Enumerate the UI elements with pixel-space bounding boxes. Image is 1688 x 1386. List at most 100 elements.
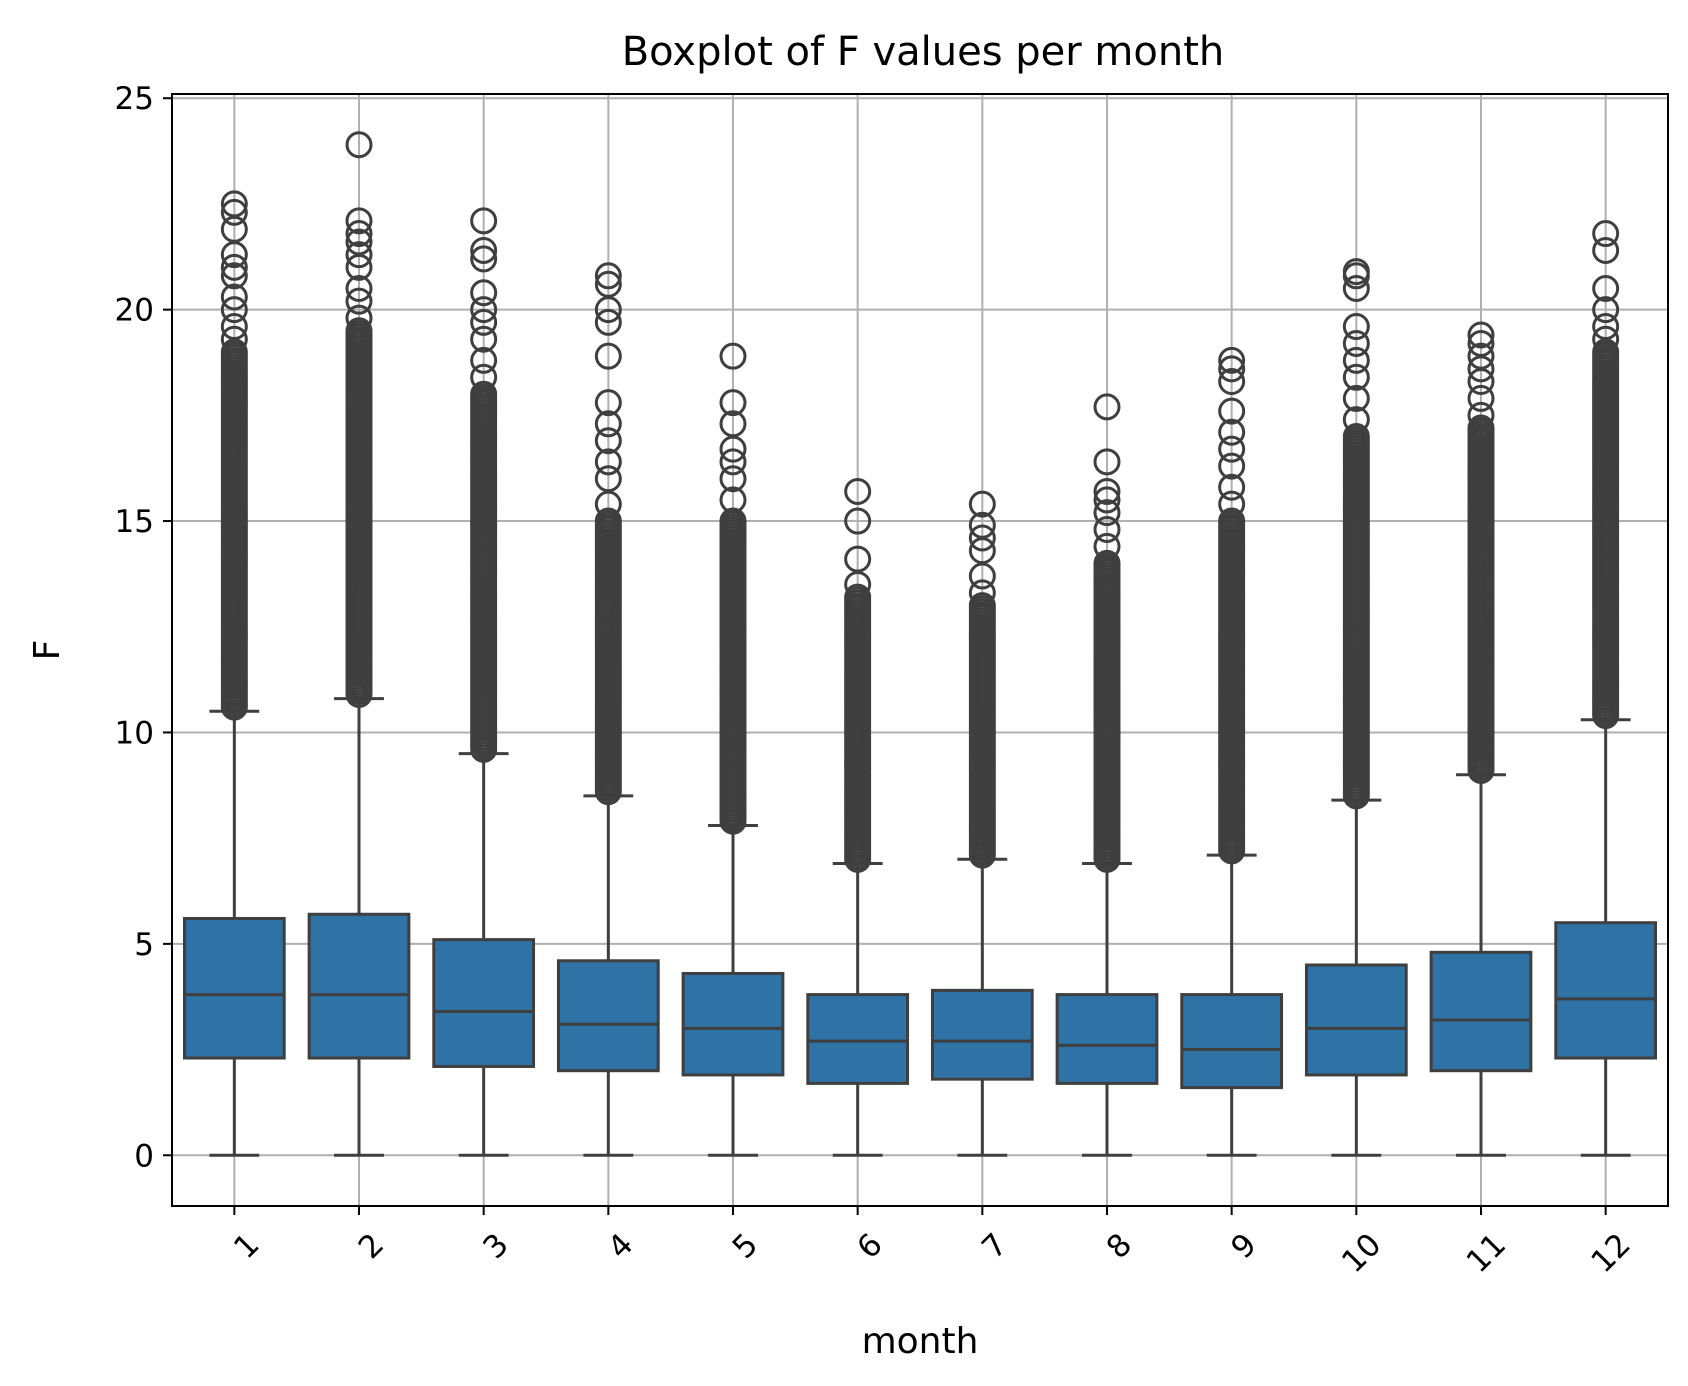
flier-point bbox=[1093, 393, 1121, 421]
flier-point bbox=[220, 296, 248, 324]
flier-point bbox=[1467, 329, 1495, 357]
chart-title: Boxplot of F values per month bbox=[622, 29, 1225, 75]
flier-point bbox=[719, 465, 747, 493]
box-group-month-10 bbox=[1304, 258, 1408, 1157]
flier-point bbox=[1218, 507, 1246, 535]
x-tick-label: 3 bbox=[476, 1227, 515, 1266]
box bbox=[1554, 921, 1658, 1060]
y-tick-label: 25 bbox=[115, 81, 154, 117]
flier-point bbox=[345, 131, 373, 159]
flier-point bbox=[844, 507, 872, 535]
flier-point bbox=[1467, 321, 1495, 349]
flier-point bbox=[1467, 401, 1495, 429]
flier-point bbox=[470, 296, 498, 324]
box bbox=[1304, 963, 1408, 1077]
box-group-month-2 bbox=[307, 131, 411, 1157]
flier-point bbox=[220, 325, 248, 353]
flier-point bbox=[594, 308, 622, 336]
flier-point bbox=[470, 346, 498, 374]
x-axis-label: month bbox=[862, 1321, 979, 1362]
flier-point bbox=[345, 304, 373, 332]
flier-point bbox=[1218, 368, 1246, 396]
box-group-month-11 bbox=[1429, 321, 1533, 1157]
flier-point bbox=[470, 279, 498, 307]
flier-point bbox=[968, 592, 996, 620]
box-group-month-4 bbox=[556, 262, 660, 1157]
flier-point bbox=[470, 363, 498, 391]
box bbox=[556, 959, 660, 1073]
flier-point bbox=[220, 198, 248, 226]
x-tick-label: 5 bbox=[726, 1227, 765, 1266]
flier-point bbox=[594, 270, 622, 298]
flier-point bbox=[345, 317, 373, 345]
flier-point bbox=[594, 427, 622, 455]
flier-point bbox=[1467, 342, 1495, 370]
flier-point bbox=[1218, 435, 1246, 463]
box bbox=[806, 993, 910, 1085]
box-group-month-3 bbox=[432, 207, 536, 1157]
flier-point bbox=[719, 448, 747, 476]
flier-point bbox=[1218, 397, 1246, 425]
flier-point bbox=[1218, 418, 1246, 446]
flier-point bbox=[1093, 486, 1121, 514]
y-tick-label: 10 bbox=[115, 715, 154, 751]
box bbox=[432, 938, 536, 1068]
y-tick-label: 15 bbox=[115, 504, 154, 540]
flier-point bbox=[1218, 452, 1246, 480]
box bbox=[1055, 993, 1159, 1085]
y-tick-label: 5 bbox=[134, 927, 154, 963]
flier-point bbox=[1342, 258, 1370, 286]
flier-point bbox=[1218, 355, 1246, 383]
box bbox=[1429, 950, 1533, 1073]
flier-point bbox=[1592, 313, 1620, 341]
flier-point bbox=[594, 342, 622, 370]
flier-point bbox=[220, 283, 248, 311]
flier-point bbox=[594, 389, 622, 417]
box-group-month-5 bbox=[681, 342, 785, 1157]
flier-point bbox=[220, 253, 248, 281]
flier-point bbox=[1093, 515, 1121, 543]
x-tick-label: 12 bbox=[1584, 1227, 1637, 1280]
box bbox=[182, 916, 286, 1060]
flier-point bbox=[1342, 313, 1370, 341]
flier-point bbox=[968, 490, 996, 518]
box-group-month-1 bbox=[182, 190, 286, 1157]
x-tick-label: 9 bbox=[1224, 1227, 1263, 1266]
flier-point bbox=[844, 477, 872, 505]
flier-point bbox=[1467, 384, 1495, 412]
flier-point bbox=[1093, 448, 1121, 476]
flier-point bbox=[470, 207, 498, 235]
flier-point bbox=[1342, 346, 1370, 374]
box-group-month-9 bbox=[1180, 346, 1284, 1157]
flier-point bbox=[345, 220, 373, 248]
y-tick-label: 0 bbox=[134, 1138, 154, 1174]
flier-point bbox=[594, 262, 622, 290]
flier-point bbox=[345, 241, 373, 269]
flier-point bbox=[594, 507, 622, 535]
flier-point bbox=[1218, 346, 1246, 374]
box bbox=[307, 912, 411, 1060]
flier-point bbox=[594, 465, 622, 493]
plot-frame bbox=[171, 93, 1669, 1207]
x-tick-label: 11 bbox=[1460, 1227, 1513, 1280]
box-group-month-12 bbox=[1554, 220, 1658, 1157]
flier-point bbox=[1467, 414, 1495, 442]
flier-point bbox=[220, 190, 248, 218]
flier-point bbox=[1218, 490, 1246, 518]
box bbox=[930, 988, 1034, 1081]
x-tick-label: 2 bbox=[352, 1227, 391, 1266]
x-tick-label: 7 bbox=[975, 1227, 1014, 1266]
flier-point bbox=[1218, 473, 1246, 501]
flier-point bbox=[470, 308, 498, 336]
flier-point bbox=[594, 410, 622, 438]
flier-point bbox=[1342, 422, 1370, 450]
flier-point bbox=[345, 274, 373, 302]
flier-point bbox=[1093, 477, 1121, 505]
flier-point bbox=[1592, 236, 1620, 264]
flier-point bbox=[968, 524, 996, 552]
box-group-month-6 bbox=[806, 477, 910, 1157]
flier-point bbox=[1342, 363, 1370, 391]
y-tick-label: 20 bbox=[115, 293, 154, 329]
